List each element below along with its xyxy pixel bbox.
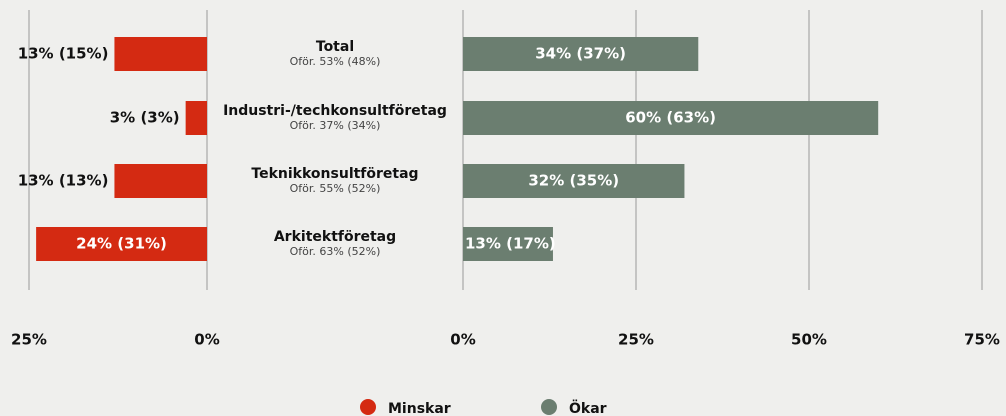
value-label: 3% (3%) — [110, 109, 180, 127]
category-note: Oför. 55% (52%) — [290, 182, 381, 195]
x-tick-label: 25% — [618, 331, 654, 349]
value-label: 32% (35%) — [528, 172, 619, 190]
value-label: 60% (63%) — [625, 109, 716, 127]
x-tick-label: 0% — [450, 331, 475, 349]
bar — [114, 164, 207, 198]
bar — [185, 101, 207, 135]
category-label: Arkitektföretag — [274, 229, 396, 245]
bar — [463, 101, 879, 135]
value-label: 13% (17%) — [465, 235, 556, 253]
category-note: Oför. 63% (52%) — [290, 245, 381, 258]
x-tick-label: 75% — [964, 331, 1000, 349]
category-label: Teknikkonsultföretag — [251, 166, 418, 182]
bar — [36, 227, 208, 261]
bar — [463, 227, 553, 261]
legend-label: Ökar — [569, 399, 607, 416]
category-note: Oför. 37% (34%) — [290, 119, 381, 132]
bar — [114, 37, 207, 71]
value-label: 24% (31%) — [76, 235, 167, 253]
category-note: Oför. 53% (48%) — [290, 55, 381, 68]
legend-label: Minskar — [388, 401, 451, 416]
x-tick-label: 0% — [194, 331, 219, 349]
value-label: 13% (13%) — [18, 172, 109, 190]
x-tick-label: 25% — [11, 331, 47, 349]
x-tick-label: 50% — [791, 331, 827, 349]
bar — [463, 37, 699, 71]
category-label: Total — [316, 39, 354, 55]
legend-swatch — [541, 399, 557, 415]
value-label: 13% (15%) — [18, 45, 109, 63]
value-label: 34% (37%) — [535, 45, 626, 63]
category-label: Industri-/techkonsultföretag — [223, 103, 447, 119]
bar — [463, 164, 685, 198]
legend-swatch — [360, 399, 376, 415]
